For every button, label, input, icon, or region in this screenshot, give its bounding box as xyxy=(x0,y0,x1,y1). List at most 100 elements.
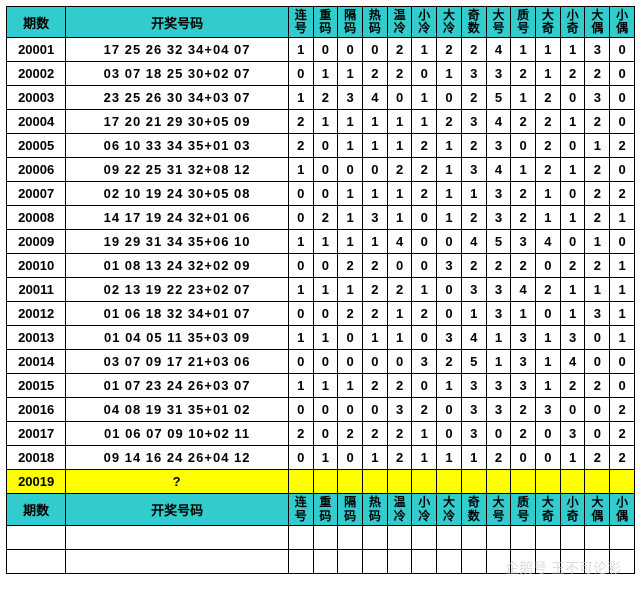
cell-stat: 0 xyxy=(288,302,313,326)
cell-stat: 4 xyxy=(461,326,486,350)
cell-stat: 1 xyxy=(363,326,388,350)
cell-stat: 1 xyxy=(437,374,462,398)
table-row: 2000117 25 26 32 34+04 0710002122411130 xyxy=(7,38,635,62)
cell-stat: 2 xyxy=(338,422,363,446)
cell-stat: 2 xyxy=(313,86,338,110)
cell-numbers: 23 25 26 30 34+03 07 xyxy=(66,86,289,110)
cell-stat: 2 xyxy=(412,398,437,422)
col-stat-13: 小偶 xyxy=(610,7,635,38)
cell-numbers: 17 25 26 32 34+04 07 xyxy=(66,38,289,62)
cell-stat: 1 xyxy=(363,182,388,206)
cell-stat: 3 xyxy=(511,326,536,350)
cell-stat xyxy=(536,470,561,494)
cell-stat: 1 xyxy=(338,62,363,86)
cell-stat: 1 xyxy=(511,302,536,326)
cell-stat: 2 xyxy=(363,254,388,278)
cell-period: 20008 xyxy=(7,206,66,230)
cell-stat: 2 xyxy=(387,38,412,62)
cell-stat: 1 xyxy=(338,134,363,158)
cell-stat: 1 xyxy=(387,206,412,230)
cell-numbers xyxy=(66,525,289,549)
cell-period: 20013 xyxy=(7,326,66,350)
cell-stat: 2 xyxy=(461,206,486,230)
cell-stat: 1 xyxy=(461,302,486,326)
cell-stat: 2 xyxy=(610,446,635,470)
cell-stat: 1 xyxy=(313,326,338,350)
cell-stat: 1 xyxy=(288,38,313,62)
cell-stat: 2 xyxy=(387,62,412,86)
cell-stat: 0 xyxy=(536,254,561,278)
cell-stat: 3 xyxy=(486,182,511,206)
cell-stat: 4 xyxy=(486,110,511,134)
col-stat-13: 小偶 xyxy=(610,494,635,525)
cell-stat: 2 xyxy=(461,86,486,110)
cell-period: 20017 xyxy=(7,422,66,446)
table-row: 2001809 14 16 24 26+04 1201012111200122 xyxy=(7,446,635,470)
cell-numbers: 06 10 33 34 35+01 03 xyxy=(66,134,289,158)
cell-period: 20012 xyxy=(7,302,66,326)
cell-stat: 2 xyxy=(536,86,561,110)
cell-stat: 0 xyxy=(437,398,462,422)
cell-stat: 0 xyxy=(338,350,363,374)
cell-stat: 3 xyxy=(585,86,610,110)
cell-stat: 2 xyxy=(461,38,486,62)
cell-stat: 0 xyxy=(585,398,610,422)
cell-numbers: 01 06 18 32 34+01 07 xyxy=(66,302,289,326)
cell-stat: 1 xyxy=(387,182,412,206)
cell-stat: 2 xyxy=(585,158,610,182)
cell-stat: 1 xyxy=(461,446,486,470)
cell-stat: 0 xyxy=(288,206,313,230)
cell-stat xyxy=(511,525,536,549)
col-stat-11: 小奇 xyxy=(560,494,585,525)
cell-stat: 4 xyxy=(560,350,585,374)
cell-stat: 0 xyxy=(412,62,437,86)
col-stat-4: 温冷 xyxy=(387,494,412,525)
cell-stat: 2 xyxy=(486,254,511,278)
cell-numbers: 03 07 09 17 21+03 06 xyxy=(66,350,289,374)
cell-stat: 2 xyxy=(461,134,486,158)
cell-stat: 4 xyxy=(387,230,412,254)
cell-stat: 3 xyxy=(461,158,486,182)
col-stat-8: 大号 xyxy=(486,494,511,525)
cell-period: 20003 xyxy=(7,86,66,110)
cell-stat: 3 xyxy=(585,38,610,62)
cell-period: 20002 xyxy=(7,62,66,86)
cell-stat: 4 xyxy=(486,158,511,182)
cell-stat xyxy=(486,525,511,549)
cell-stat: 3 xyxy=(461,374,486,398)
col-stat-11: 小奇 xyxy=(560,7,585,38)
cell-stat: 3 xyxy=(437,326,462,350)
cell-stat: 1 xyxy=(560,110,585,134)
cell-stat: 1 xyxy=(461,182,486,206)
cell-stat xyxy=(585,525,610,549)
col-numbers: 开奖号码 xyxy=(66,7,289,38)
cell-period: 20015 xyxy=(7,374,66,398)
table-row: 2000506 10 33 34 35+01 0320111212302012 xyxy=(7,134,635,158)
cell-numbers: 02 10 19 24 30+05 08 xyxy=(66,182,289,206)
cell-stat: 1 xyxy=(437,158,462,182)
cell-stat: 3 xyxy=(560,326,585,350)
cell-stat: 2 xyxy=(585,254,610,278)
cell-stat: 1 xyxy=(437,62,462,86)
cell-numbers: 01 07 23 24 26+03 07 xyxy=(66,374,289,398)
cell-stat: 0 xyxy=(610,158,635,182)
cell-stat: 2 xyxy=(437,38,462,62)
cell-stat: 0 xyxy=(412,254,437,278)
cell-stat xyxy=(536,525,561,549)
table-row: 2000609 22 25 31 32+08 1210002213412120 xyxy=(7,158,635,182)
cell-stat: 0 xyxy=(437,278,462,302)
cell-stat xyxy=(461,525,486,549)
cell-stat: 1 xyxy=(437,182,462,206)
cell-stat: 0 xyxy=(585,326,610,350)
cell-stat: 0 xyxy=(313,302,338,326)
cell-stat xyxy=(313,470,338,494)
cell-stat: 1 xyxy=(288,158,313,182)
cell-stat: 1 xyxy=(313,278,338,302)
cell-stat: 1 xyxy=(437,446,462,470)
cell-stat: 0 xyxy=(363,158,388,182)
cell-stat: 2 xyxy=(511,110,536,134)
cell-stat xyxy=(313,525,338,549)
cell-stat: 0 xyxy=(313,422,338,446)
cell-numbers: 14 17 19 24 32+01 06 xyxy=(66,206,289,230)
cell-stat: 1 xyxy=(560,158,585,182)
